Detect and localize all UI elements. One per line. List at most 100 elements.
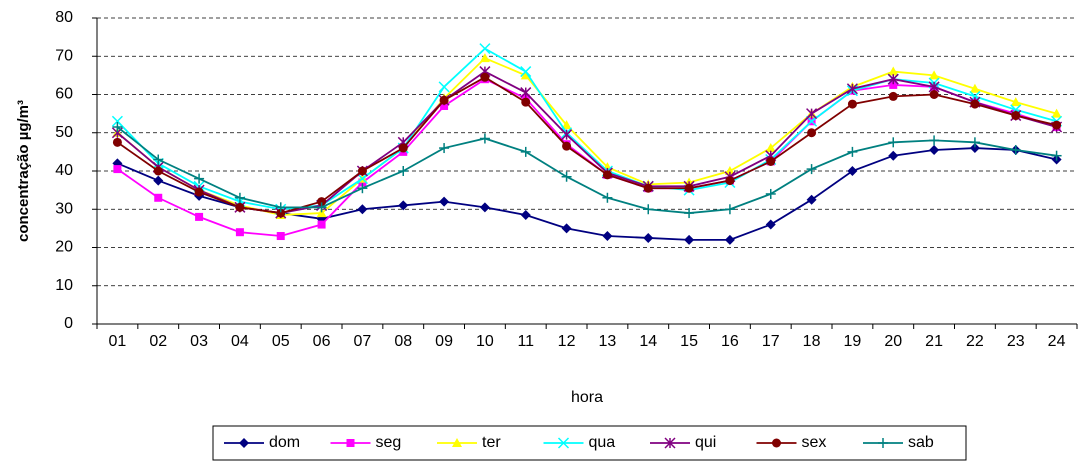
marker	[317, 197, 327, 207]
y-tick-label: 30	[55, 200, 73, 217]
marker	[1052, 120, 1062, 130]
series-line	[116, 76, 1057, 214]
marker	[887, 73, 899, 85]
marker	[557, 437, 570, 449]
marker	[194, 187, 204, 197]
marker	[888, 91, 898, 101]
marker-shape	[929, 90, 939, 99]
marker-shape	[969, 83, 980, 93]
marker-shape	[602, 170, 612, 180]
x-tick-label: 17	[762, 333, 780, 350]
marker-shape	[888, 150, 899, 161]
marker	[561, 223, 572, 234]
marker	[520, 146, 531, 157]
marker	[1010, 144, 1021, 155]
marker-shape	[357, 166, 367, 176]
marker-shape	[452, 438, 462, 447]
marker-stroke	[111, 115, 123, 127]
x-tick-label: 12	[558, 333, 576, 350]
marker	[1010, 97, 1021, 107]
marker	[664, 437, 676, 449]
marker-stroke	[557, 437, 570, 449]
marker	[562, 141, 572, 151]
marker	[357, 166, 367, 176]
marker	[643, 183, 653, 193]
marker	[479, 43, 491, 55]
x-tick-label: 14	[639, 333, 657, 350]
marker-shape	[154, 193, 163, 202]
marker	[438, 81, 450, 93]
marker-shape	[520, 209, 531, 220]
marker	[724, 166, 735, 175]
marker-shape	[724, 234, 735, 245]
marker-shape	[772, 438, 781, 448]
legend-label: sab	[908, 434, 934, 451]
marker-shape	[398, 143, 408, 153]
legend-label: ter	[482, 434, 501, 451]
marker	[765, 143, 776, 153]
marker-shape	[929, 70, 940, 80]
y-tick-label: 40	[55, 162, 73, 179]
marker	[153, 175, 164, 186]
y-tick-label: 50	[55, 124, 73, 141]
marker	[398, 166, 409, 176]
legend-label: qua	[589, 434, 616, 451]
marker	[602, 170, 612, 180]
x-tick-label: 02	[149, 333, 167, 350]
marker	[239, 438, 249, 448]
series-line	[116, 78, 1057, 237]
marker	[235, 202, 245, 212]
x-tick-label: 08	[394, 333, 412, 350]
marker	[521, 97, 531, 107]
marker-shape	[684, 234, 695, 245]
marker-shape	[316, 208, 327, 218]
x-tick-label: 24	[1048, 333, 1066, 350]
marker	[847, 99, 857, 109]
marker	[276, 208, 286, 218]
marker	[317, 220, 326, 229]
marker-shape	[480, 72, 490, 82]
marker	[846, 83, 858, 95]
marker	[765, 219, 776, 230]
marker-shape	[847, 166, 858, 176]
marker	[684, 208, 695, 219]
marker	[1051, 150, 1062, 161]
marker-shape	[1010, 97, 1021, 107]
y-axis-label: concentração µg/m³	[15, 100, 32, 242]
marker	[969, 137, 980, 148]
marker-shape	[479, 53, 490, 63]
marker	[765, 188, 776, 199]
marker-shape	[479, 202, 490, 213]
marker	[561, 171, 572, 182]
marker	[602, 192, 613, 203]
marker	[643, 232, 654, 243]
marker-shape	[969, 143, 980, 154]
marker	[684, 183, 694, 193]
marker-shape	[684, 183, 694, 193]
marker	[234, 192, 245, 203]
marker	[724, 204, 735, 215]
marker	[275, 202, 286, 213]
marker	[561, 120, 572, 130]
marker-shape	[561, 120, 572, 130]
marker	[452, 438, 462, 447]
marker	[520, 66, 532, 78]
marker	[847, 146, 858, 157]
legend-label: dom	[269, 434, 300, 451]
marker-shape	[521, 97, 531, 107]
marker	[479, 53, 490, 63]
marker-shape	[112, 137, 122, 147]
marker-shape	[929, 144, 940, 155]
marker-shape	[888, 66, 899, 76]
marker-shape	[276, 232, 285, 241]
legend-label: seg	[376, 434, 402, 451]
marker	[439, 196, 450, 207]
x-tick-label: 09	[435, 333, 453, 350]
marker-shape	[561, 223, 572, 234]
marker	[195, 212, 204, 221]
marker	[1011, 111, 1021, 121]
x-tick-label: 19	[844, 333, 862, 350]
marker	[766, 156, 776, 166]
marker	[520, 209, 531, 220]
